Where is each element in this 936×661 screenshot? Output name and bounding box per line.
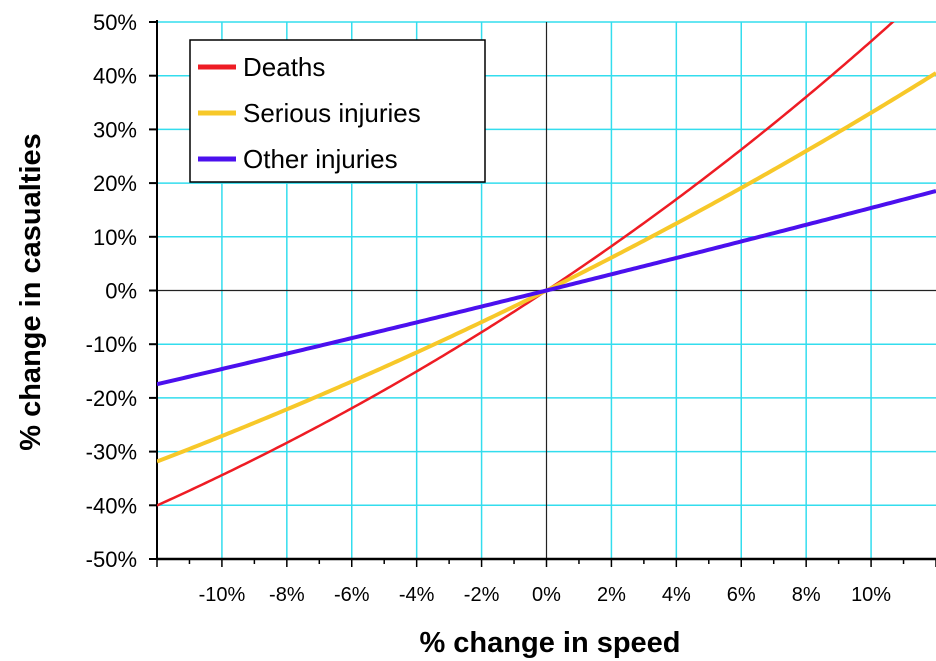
- y-tick-label: -10%: [86, 332, 137, 357]
- y-tick-label: 30%: [93, 117, 137, 142]
- y-tick-label: 20%: [93, 171, 137, 196]
- x-tick-label: -6%: [334, 584, 370, 606]
- y-tick-label: 10%: [93, 225, 137, 250]
- x-tick-label: 2%: [597, 584, 626, 606]
- y-tick-label: 40%: [93, 64, 137, 89]
- x-tick-label: 10%: [851, 584, 891, 606]
- legend-box: [189, 39, 486, 183]
- y-tick-label: -50%: [86, 547, 137, 572]
- y-tick-label: -40%: [86, 493, 137, 518]
- legend-label-deaths: Deaths: [243, 52, 325, 82]
- legend-label-other-injuries: Other injuries: [243, 144, 398, 174]
- x-tick-label: 8%: [792, 584, 821, 606]
- legend: Deaths Serious injuries Other injuries: [189, 39, 486, 183]
- axes: [149, 20, 936, 567]
- y-tick-label: 0%: [105, 279, 137, 304]
- x-tick-label: -10%: [199, 584, 246, 606]
- x-tick-labels: -10% -8% -6% -4% -2% 0% 2% 4% 6% 8% 10%: [199, 584, 892, 606]
- y-tick-labels: -50% -40% -30% -20% -10% 0% 10% 20% 30% 40% 50%: [86, 10, 137, 572]
- x-tick-label: 0%: [532, 584, 561, 606]
- series-lines: [157, 22, 936, 507]
- x-tick-label: 6%: [727, 584, 756, 606]
- x-tick-label: -4%: [399, 584, 435, 606]
- x-tick-label: -2%: [464, 584, 500, 606]
- series-line-other-injuries: [157, 189, 936, 387]
- y-axis-title: % change in casualties: [15, 133, 47, 451]
- x-axis-title: % change in speed: [419, 627, 680, 659]
- y-tick-label: -20%: [86, 386, 137, 411]
- y-tick-label: 50%: [93, 10, 137, 35]
- x-tick-label: -8%: [269, 584, 305, 606]
- x-tick-label: 4%: [662, 584, 691, 606]
- legend-label-serious-injuries: Serious injuries: [243, 98, 421, 128]
- y-tick-label: -30%: [86, 440, 137, 465]
